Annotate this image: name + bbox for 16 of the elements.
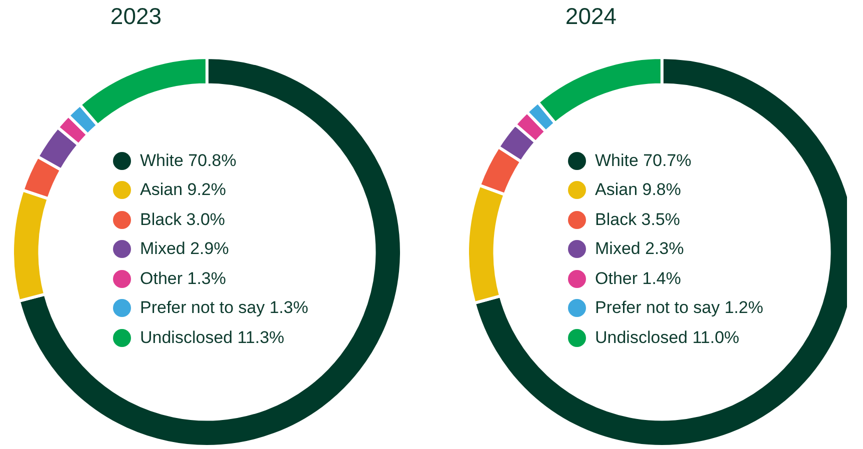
chart-title: 2024	[564, 3, 618, 30]
legend-label: Mixed 2.9%	[140, 239, 229, 260]
legend-label: Undisclosed 11.3%	[140, 328, 284, 348]
legend-label: Black 3.5%	[595, 210, 680, 230]
legend-label: Black 3.0%	[140, 210, 226, 230]
legend-label: White 70.7%	[595, 150, 692, 171]
legend-label: Other 1.4%	[595, 268, 681, 289]
legend-label: Prefer not to say 1.2%	[595, 298, 764, 318]
legend-label: Asian 9.2%	[140, 180, 226, 200]
legend-label: Undisclosed 11.0%	[595, 328, 740, 348]
legend-label: Mixed 2.3%	[595, 239, 684, 260]
legend-label: White 70.8%	[140, 150, 236, 171]
legend-label: Other 1.3%	[140, 268, 226, 289]
legend-label: Asian 9.8%	[595, 180, 681, 200]
legend-label: Prefer not to say 1.3%	[140, 298, 308, 318]
chart-title: 2023	[109, 3, 163, 30]
